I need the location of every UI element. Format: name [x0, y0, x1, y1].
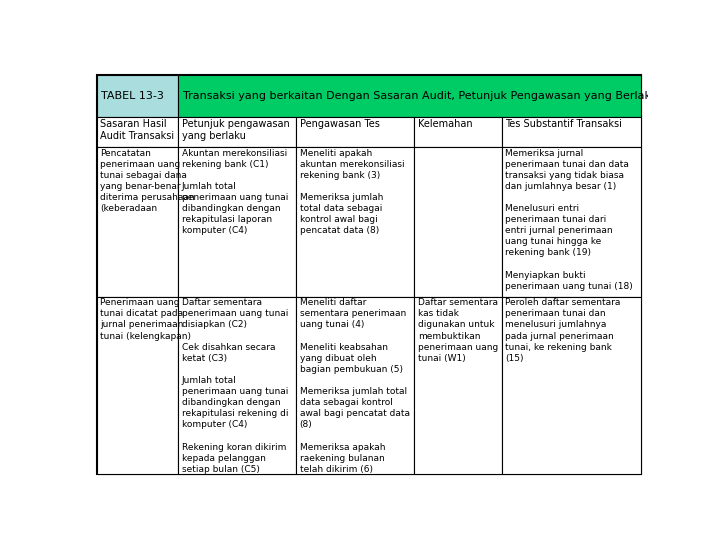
Bar: [179, 147, 297, 297]
Text: Daftar sementara
penerimaan uang tunai
disiapkan (C2)

Cek disahkan secara
ketat: Daftar sementara penerimaan uang tunai d…: [181, 298, 288, 474]
Text: Pengawasan Tes: Pengawasan Tes: [300, 119, 379, 129]
Text: Petunjuk pengawasan
yang berlaku: Petunjuk pengawasan yang berlaku: [181, 119, 289, 141]
Text: Penerimaan uang
tunai dicatat pada
jurnal penerimaan
tunai (kelengkapan): Penerimaan uang tunai dicatat pada jurna…: [100, 298, 191, 341]
Text: Daftar sementara
kas tidak
digunakan untuk
membuktikan
penerimaan uang
tunai (W1: Daftar sementara kas tidak digunakan unt…: [418, 298, 498, 363]
Bar: [502, 147, 642, 297]
Text: Meneliti daftar
sementara penerimaan
uang tunai (4)

Meneliti keabsahan
yang dib: Meneliti daftar sementara penerimaan uan…: [300, 298, 410, 474]
Bar: [179, 117, 297, 147]
Text: Tes Substantif Transaksi: Tes Substantif Transaksi: [505, 119, 622, 129]
Bar: [96, 147, 179, 297]
Text: Pencatatan
penerimaan uang
tunai sebagai dana
yang benar-benar
diterima perusaha: Pencatatan penerimaan uang tunai sebagai…: [100, 148, 194, 213]
Bar: [415, 147, 502, 297]
Bar: [96, 297, 179, 474]
Bar: [415, 117, 502, 147]
Text: Memeriksa jurnal
penerimaan tunai dan data
transaksi yang tidak biasa
dan jumlah: Memeriksa jurnal penerimaan tunai dan da…: [505, 148, 633, 291]
Bar: [297, 147, 415, 297]
Bar: [179, 297, 297, 474]
Text: Kelemahan: Kelemahan: [418, 119, 472, 129]
Bar: [179, 75, 642, 117]
Text: Akuntan merekonsiliasi
rekening bank (C1)

Jumlah total
penerimaan uang tunai
di: Akuntan merekonsiliasi rekening bank (C1…: [181, 148, 288, 235]
Bar: [297, 297, 415, 474]
Text: Transaksi yang berkaitan Dengan Sasaran Audit, Petunjuk Pengawasan yang Berlaku,: Transaksi yang berkaitan Dengan Sasaran …: [183, 91, 720, 101]
Bar: [297, 117, 415, 147]
Bar: [502, 297, 642, 474]
Text: Meneliti apakah
akuntan merekonsiliasi
rekening bank (3)

Memeriksa jumlah
total: Meneliti apakah akuntan merekonsiliasi r…: [300, 148, 405, 235]
Bar: [415, 297, 502, 474]
Bar: [96, 75, 179, 117]
Text: Peroleh daftar sementara
penerimaan tunai dan
menelusuri jumlahnya
pada jurnal p: Peroleh daftar sementara penerimaan tuna…: [505, 298, 621, 363]
Bar: [96, 117, 179, 147]
Bar: [502, 117, 642, 147]
Text: Sasaran Hasil
Audit Transaksi: Sasaran Hasil Audit Transaksi: [100, 119, 174, 141]
Text: TABEL 13-3: TABEL 13-3: [101, 91, 164, 101]
